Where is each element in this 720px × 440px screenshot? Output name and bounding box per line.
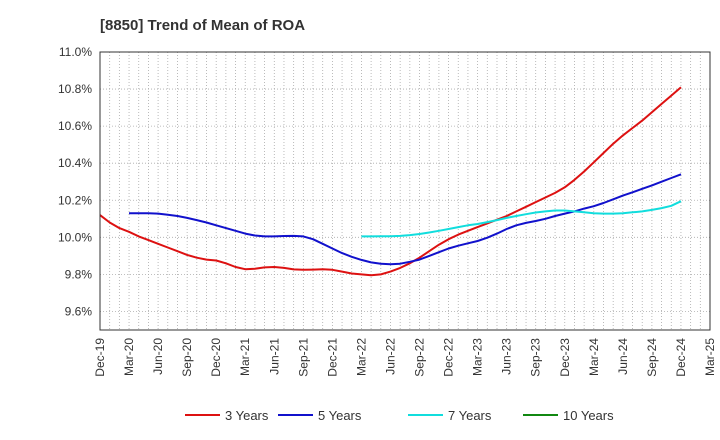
x-tick-label: Dec-24 — [674, 338, 688, 377]
plot-area — [100, 52, 710, 330]
x-tick-label: Jun-24 — [616, 338, 630, 375]
y-tick-label: 10.8% — [58, 82, 92, 96]
chart-title: [8850] Trend of Mean of ROA — [100, 17, 305, 34]
y-tick-label: 9.6% — [65, 304, 93, 318]
x-tick-label: Jun-21 — [267, 338, 281, 375]
x-tick-label: Dec-22 — [442, 338, 456, 377]
x-tick-label: Mar-25 — [703, 338, 717, 376]
x-tick-label: Mar-20 — [122, 338, 136, 376]
x-tick-label: Sep-20 — [180, 338, 194, 377]
y-tick-label: 10.2% — [58, 193, 92, 207]
y-tick-label: 9.8% — [65, 267, 93, 281]
x-tick-label: Jun-22 — [383, 338, 397, 375]
x-tick-label: Dec-21 — [325, 338, 339, 377]
series-line-5-years — [129, 173, 682, 266]
x-tick-label: Dec-23 — [558, 338, 572, 377]
chart-legend: 3 Years 5 Years 7 Years 10 Years — [185, 408, 614, 423]
x-tick-label: Sep-24 — [645, 338, 659, 377]
x-tick-label: Mar-23 — [471, 338, 485, 376]
chart-gridlines — [100, 52, 710, 330]
y-tick-label: 10.0% — [58, 230, 92, 244]
y-tick-label: 11.0% — [59, 45, 92, 59]
legend-label-3-years: 3 Years — [225, 408, 269, 423]
series-line-3-years — [99, 86, 682, 277]
x-tick-label: Mar-24 — [587, 338, 601, 376]
x-tick-label: Dec-20 — [209, 338, 223, 377]
legend-label-10-years: 10 Years — [563, 408, 614, 423]
x-tick-label: Dec-19 — [93, 338, 107, 377]
x-tick-label: Jun-20 — [151, 338, 165, 375]
x-tick-label: Sep-23 — [529, 338, 543, 377]
y-tick-label: 10.4% — [58, 156, 92, 170]
x-tick-label: Sep-21 — [296, 338, 310, 377]
x-tick-label: Mar-21 — [238, 338, 252, 376]
plot-frame — [99, 51, 711, 331]
x-tick-label: Jun-23 — [500, 338, 514, 375]
series-line-7-years — [361, 200, 682, 238]
legend-label-5-years: 5 Years — [318, 408, 362, 423]
legend-label-7-years: 7 Years — [448, 408, 492, 423]
y-tick-label: 10.6% — [58, 119, 92, 133]
x-tick-label: Mar-22 — [354, 338, 368, 376]
x-tick-label: Sep-22 — [413, 338, 427, 377]
